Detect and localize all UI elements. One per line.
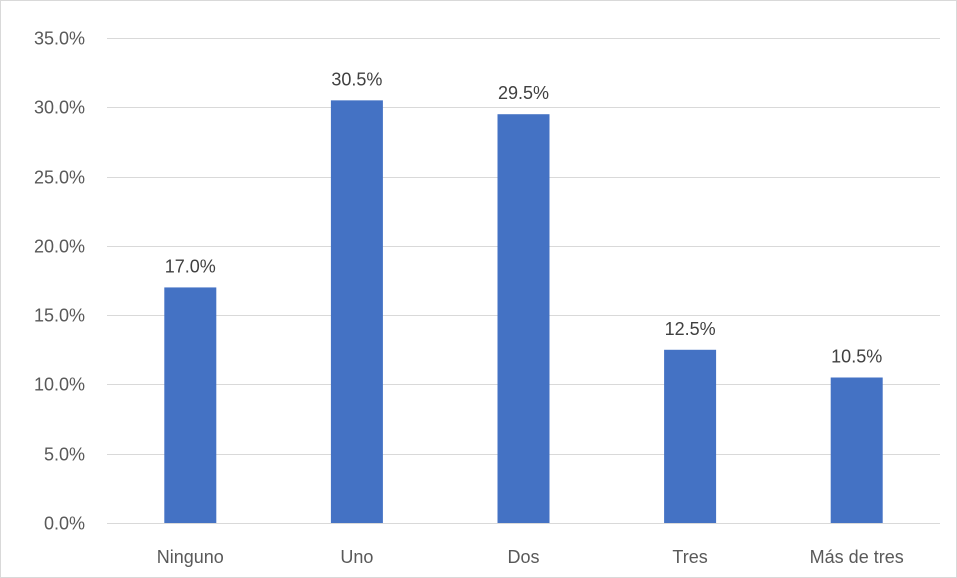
x-tick-label: Uno	[340, 547, 373, 567]
x-tick-label: Dos	[507, 547, 539, 567]
bars	[164, 100, 883, 523]
x-axis-ticks: Ninguno Uno Dos Tres Más de tres	[157, 547, 904, 567]
y-axis-ticks: 0.0% 5.0% 10.0% 15.0% 20.0% 25.0% 30.0% 35.0%	[34, 29, 85, 534]
data-label: 30.5%	[331, 69, 382, 89]
data-label: 17.0%	[165, 256, 216, 276]
y-tick-label: 30.0%	[34, 98, 85, 118]
y-tick-label: 10.0%	[34, 375, 85, 395]
bar-uno	[330, 100, 383, 523]
y-tick-label: 0.0%	[44, 514, 85, 534]
y-tick-label: 35.0%	[34, 29, 85, 49]
x-tick-label: Más de tres	[810, 547, 904, 567]
x-tick-label: Ninguno	[157, 547, 224, 567]
bar-ninguno	[164, 287, 217, 523]
data-label: 29.5%	[498, 83, 549, 103]
y-tick-label: 5.0%	[44, 445, 85, 465]
bar-más-de-tres	[830, 377, 883, 523]
x-tick-label: Tres	[672, 547, 707, 567]
bar-dos	[497, 114, 550, 523]
y-tick-label: 20.0%	[34, 237, 85, 257]
data-labels: 17.0% 30.5% 29.5% 12.5% 10.5%	[165, 69, 882, 366]
data-label: 10.5%	[831, 347, 882, 367]
bar-tres	[664, 349, 717, 523]
y-tick-label: 15.0%	[34, 306, 85, 326]
y-tick-label: 25.0%	[34, 168, 85, 188]
data-label: 12.5%	[665, 319, 716, 339]
